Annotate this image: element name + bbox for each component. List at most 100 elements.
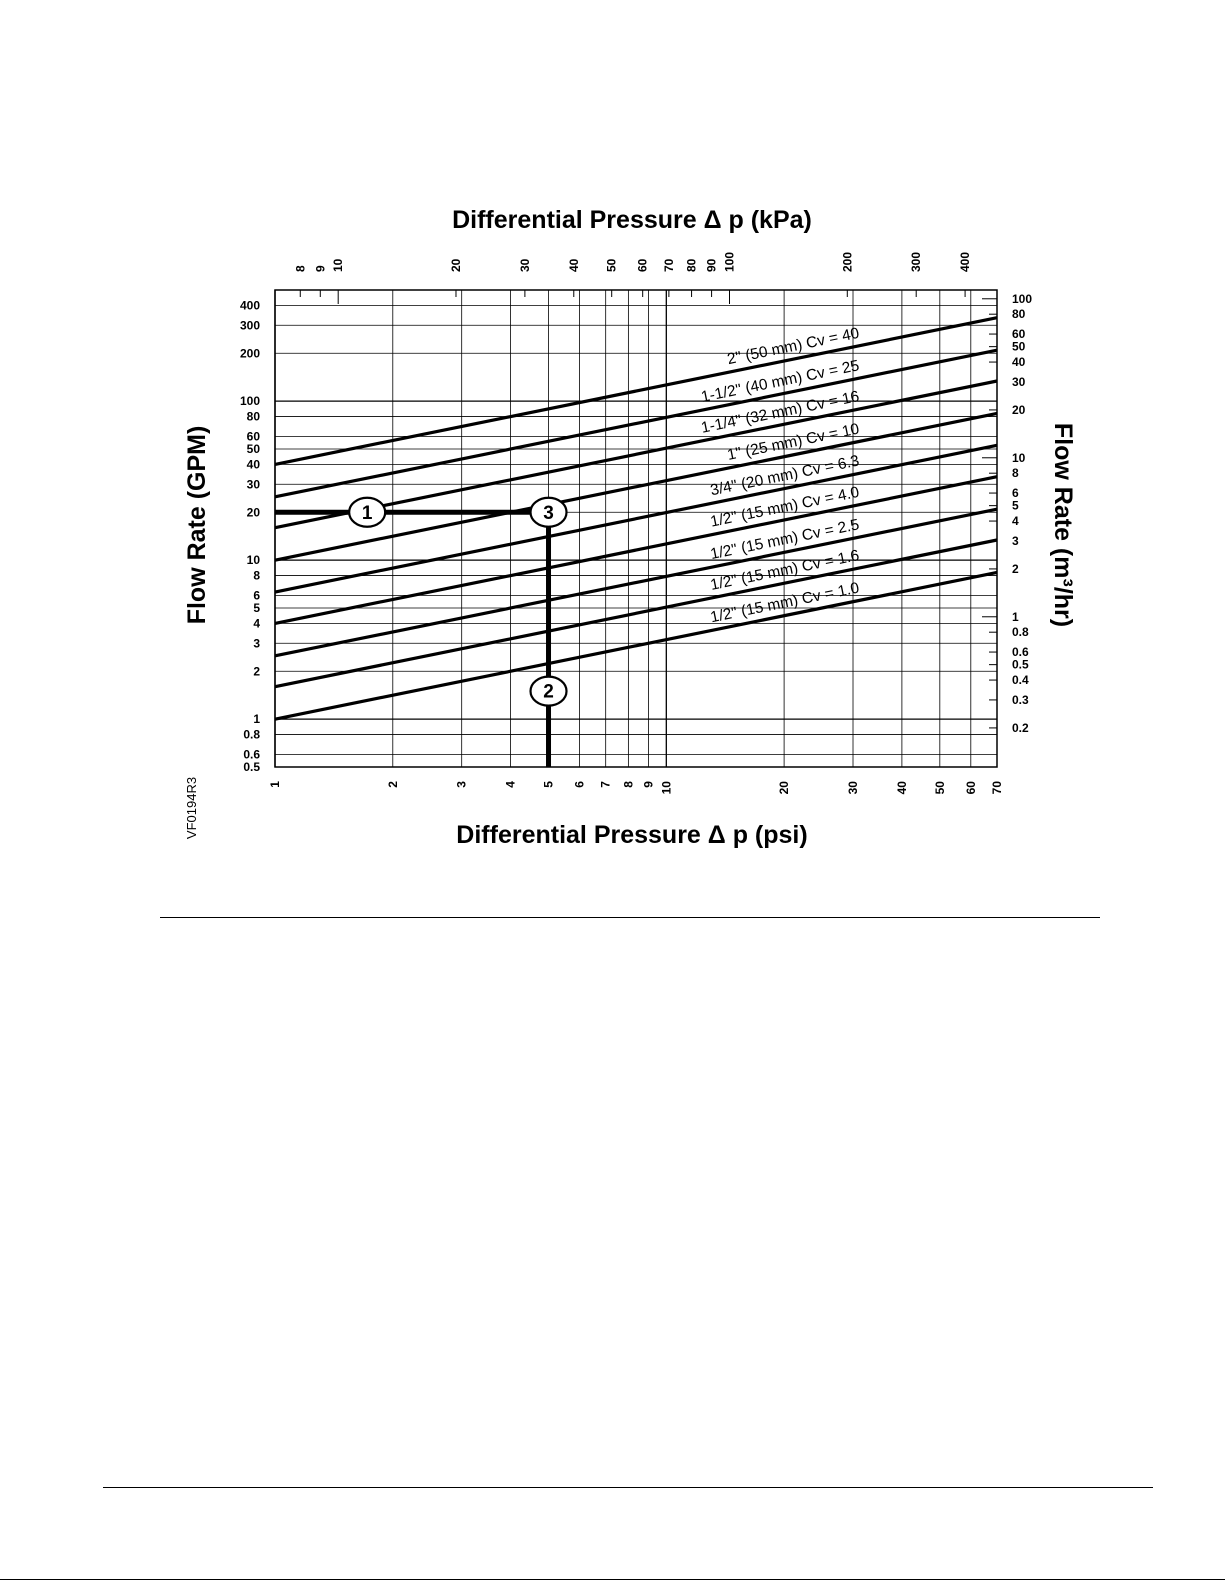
x-tick-label-top: 60 [636, 258, 650, 272]
y-tick-label: 400 [240, 298, 260, 312]
x-tick-labels: 1 2 3 4 5 6 7 8 9 10 20 30 40 50 60 70 [268, 781, 1004, 795]
x-tick-label: 8 [621, 781, 635, 788]
series-lines [274, 316, 998, 721]
y-tick-label: 0.8 [243, 728, 260, 742]
y-tick-label-right: 10 [1012, 451, 1026, 465]
x-tick-label-top: 80 [685, 258, 699, 272]
y-tick-label: 5 [253, 601, 260, 615]
x-tick-label-top: 40 [567, 258, 581, 272]
y-tick-label: 20 [247, 505, 261, 519]
y-tick-label-right: 50 [1012, 340, 1026, 354]
x-tick-labels-top: 8 9 10 20 30 40 50 60 70 80 90 100 200 300 400 [293, 252, 972, 304]
y-tick-label-right: 80 [1012, 307, 1026, 321]
y-tick-label-right: 20 [1012, 403, 1026, 417]
annotations: 1 2 3 [348, 496, 568, 707]
x-tick-label: 50 [933, 781, 947, 795]
x-tick-label-top: 300 [909, 252, 923, 272]
x-tick-label: 20 [777, 781, 791, 795]
flow-rate-chart: 2" (50 mm) Cv = 401-1/2" (40 mm) Cv = 25… [183, 206, 1077, 849]
series-line [274, 316, 998, 466]
x-tick-label-top: 70 [662, 258, 676, 272]
y-tick-label-right: 8 [1012, 466, 1019, 480]
y-tick-label: 10 [247, 553, 261, 567]
x-tick-label-top: 200 [840, 252, 854, 272]
x-tick-label: 60 [964, 781, 978, 795]
y-tick-label-right: 0.6 [1012, 645, 1029, 659]
x-tick-label-top: 8 [293, 265, 307, 272]
x-tick-label-top: 100 [722, 252, 736, 272]
x-tick-label-top: 10 [331, 258, 345, 272]
x-tick-label: 30 [846, 781, 860, 795]
x-tick-label: 1 [268, 781, 282, 788]
y-tick-label: 200 [240, 346, 260, 360]
x-tick-label: 70 [990, 781, 1004, 795]
x-tick-label-top: 30 [518, 258, 532, 272]
chart-grid [274, 290, 998, 768]
y-tick-label-right: 0.3 [1012, 693, 1029, 707]
y-tick-label-right: 30 [1012, 375, 1026, 389]
x-tick-label-top: 20 [449, 258, 463, 272]
series-line [274, 570, 998, 721]
annotation-circle [348, 496, 387, 528]
x-tick-label: 9 [641, 781, 655, 788]
section-divider [160, 917, 1100, 918]
series-line [274, 538, 998, 689]
figure-code: VF0194R3 [184, 777, 199, 839]
y-tick-label: 6 [253, 588, 260, 602]
series-line [274, 443, 998, 594]
x-tick-label: 5 [542, 781, 556, 788]
y-tick-label: 30 [247, 477, 261, 491]
y-tick-label-right: 1 [1012, 610, 1019, 624]
y-tick-label-right: 6 [1012, 486, 1019, 500]
x-tick-label: 4 [504, 781, 518, 788]
y-tick-label-right: 2 [1012, 562, 1019, 576]
y-tick-label: 50 [247, 442, 261, 456]
x-axis-label: Differential Pressure Δ p (psi) [456, 821, 807, 849]
y-tick-label: 300 [240, 318, 260, 332]
y-tick-label-right: 0.5 [1012, 658, 1029, 672]
y-tick-label-right: 0.2 [1012, 721, 1029, 735]
series-line [274, 507, 998, 658]
series-line [274, 348, 998, 499]
footer-rule [103, 1487, 1153, 1488]
x-tick-label: 2 [386, 781, 400, 788]
y-tick-label-right: 100 [1012, 292, 1032, 306]
series-line [274, 475, 998, 625]
x-tick-label: 40 [895, 781, 909, 795]
annotation-circle [529, 675, 568, 707]
chart-title: Differential Pressure Δ p (kPa) [452, 206, 812, 234]
y-tick-label: 0.5 [243, 760, 260, 774]
x-tick-label: 6 [572, 781, 586, 788]
y-tick-label: 60 [247, 429, 261, 443]
y-axis-label-right: Flow Rate (m³/hr) [1049, 423, 1077, 627]
y-tick-label: 40 [247, 457, 261, 471]
x-tick-label: 10 [659, 781, 673, 795]
y-tick-label: 2 [253, 664, 260, 678]
y-tick-label: 1 [253, 712, 260, 726]
plot-frame [274, 289, 998, 768]
y-tick-label: 8 [253, 569, 260, 583]
x-tick-label-top: 90 [705, 258, 719, 272]
y-tick-label-right: 60 [1012, 327, 1026, 341]
y-tick-label-right: 40 [1012, 355, 1026, 369]
y-tick-label: 80 [247, 410, 261, 424]
y-tick-label: 3 [253, 636, 260, 650]
series-line [274, 411, 998, 562]
series-line [274, 379, 998, 530]
x-tick-label: 3 [455, 781, 469, 788]
annotation-label: 3 [543, 503, 554, 524]
annotation-label: 1 [362, 503, 373, 524]
guide-lines [275, 509, 552, 767]
y-tick-label: 100 [240, 394, 260, 408]
x-tick-label: 7 [599, 781, 613, 788]
y-tick-label-right: 3 [1012, 534, 1019, 548]
y-tick-label-right: 5 [1012, 499, 1019, 513]
annotation-label: 2 [543, 682, 554, 703]
x-tick-label-top: 9 [313, 265, 327, 272]
y-tick-label: 0.6 [243, 747, 260, 761]
series-labels: 2" (50 mm) Cv = 401-1/2" (40 mm) Cv = 25… [700, 325, 862, 627]
y-tick-label-right: 0.4 [1012, 673, 1029, 687]
y-axis-label: Flow Rate (GPM) [183, 426, 211, 625]
